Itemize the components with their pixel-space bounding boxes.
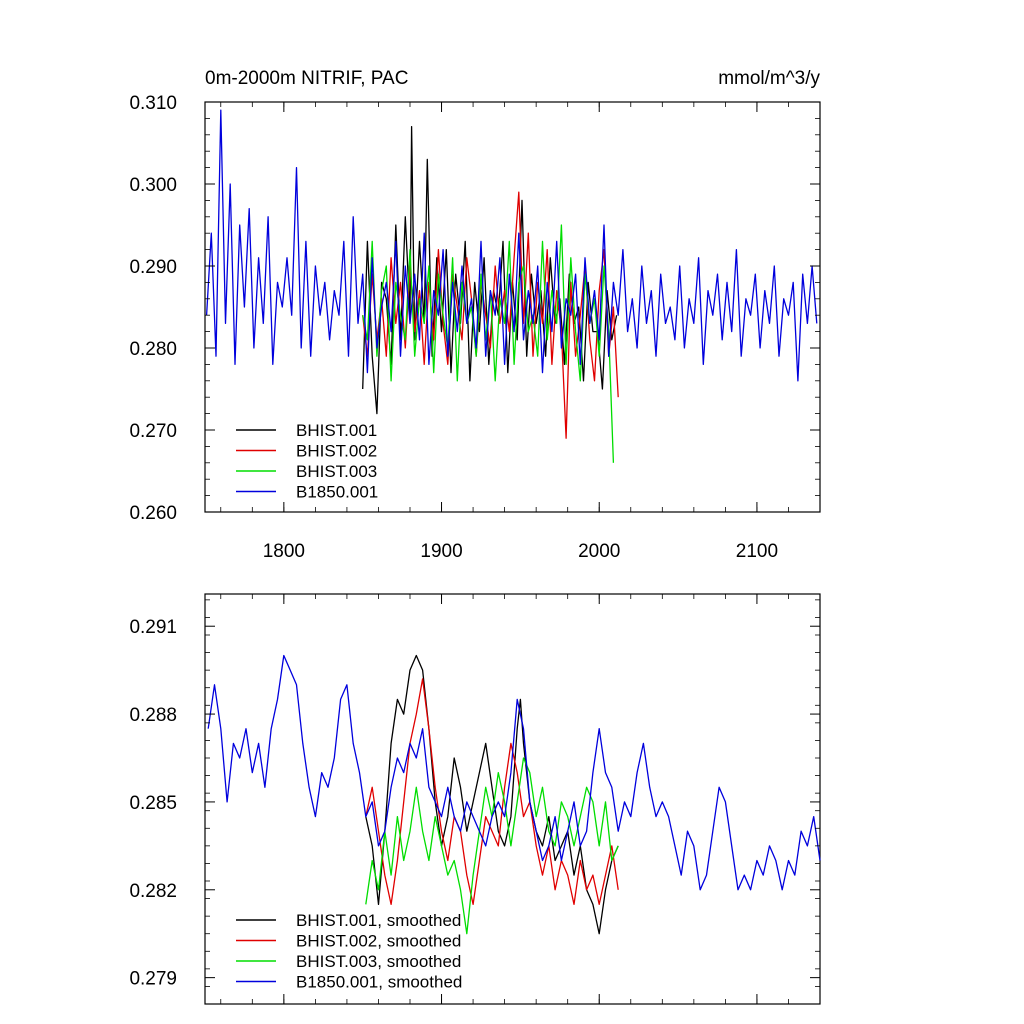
top-legend-label: BHIST.002 xyxy=(296,442,377,461)
top-legend-label: BHIST.001 xyxy=(296,421,377,440)
top-ytick-label: 0.260 xyxy=(129,503,177,524)
top-series-line-2 xyxy=(362,191,619,439)
top-chart-units: mmol/m^3/y xyxy=(718,68,820,89)
bottom-tick-group: 0.279 0.282 0.285 0.288 0.291 xyxy=(129,594,821,1005)
top-ytick-label: 0.280 xyxy=(129,339,177,360)
top-legend-label: BHIST.003 xyxy=(296,462,377,481)
top-ytick-label: 0.270 xyxy=(129,421,177,442)
bottom-ytick-label: 0.279 xyxy=(129,969,177,990)
bottom-series-line-2 xyxy=(365,678,619,906)
top-plot-frame xyxy=(204,101,821,513)
bottom-legend: BHIST.001, smoothed BHIST.002, smoothedBH… xyxy=(236,911,462,992)
top-xtick-label: 1800 xyxy=(263,541,305,562)
bottom-legend-label: B1850.001, smoothed xyxy=(296,973,462,992)
top-legend-label: B1850.001 xyxy=(296,483,378,502)
top-series-line-1 xyxy=(362,125,618,415)
top-ytick-label: 0.310 xyxy=(129,93,177,114)
top-tick-group: 0.260 0.270 0.280 0.290 0.300 0.310 1800 1900 20… xyxy=(129,93,821,562)
top-chart-title: 0m-2000m NITRIF, PAC xyxy=(205,68,408,89)
bottom-plot-frame xyxy=(204,593,821,1005)
top-series-line-4 xyxy=(205,109,818,382)
bottom-series-line-1 xyxy=(365,654,619,935)
bottom-series-group xyxy=(207,654,821,935)
bottom-series-line-4 xyxy=(207,654,821,891)
bottom-ytick-label: 0.288 xyxy=(129,705,177,726)
bottom-legend-label: BHIST.003, smoothed xyxy=(296,952,461,971)
top-panel: 0.260 0.270 0.280 0.290 0.300 0.310 1800 1900 20… xyxy=(129,68,821,562)
top-ytick-label: 0.290 xyxy=(129,257,177,278)
bottom-ytick-label: 0.285 xyxy=(129,793,177,814)
top-ytick-label: 0.300 xyxy=(129,175,177,196)
bottom-legend-label: BHIST.001, smoothed xyxy=(296,911,461,930)
bottom-ytick-label: 0.282 xyxy=(129,881,177,902)
bottom-legend-label: BHIST.002, smoothed xyxy=(296,932,461,951)
top-series-group xyxy=(205,109,818,463)
bottom-panel: 0.279 0.282 0.285 0.288 0.291 BHIST.001, smo… xyxy=(129,593,821,1005)
bottom-ytick-label: 0.291 xyxy=(129,617,177,638)
top-xtick-label: 2000 xyxy=(578,541,620,562)
top-xtick-label: 2100 xyxy=(736,541,778,562)
top-xtick-label: 1900 xyxy=(420,541,462,562)
